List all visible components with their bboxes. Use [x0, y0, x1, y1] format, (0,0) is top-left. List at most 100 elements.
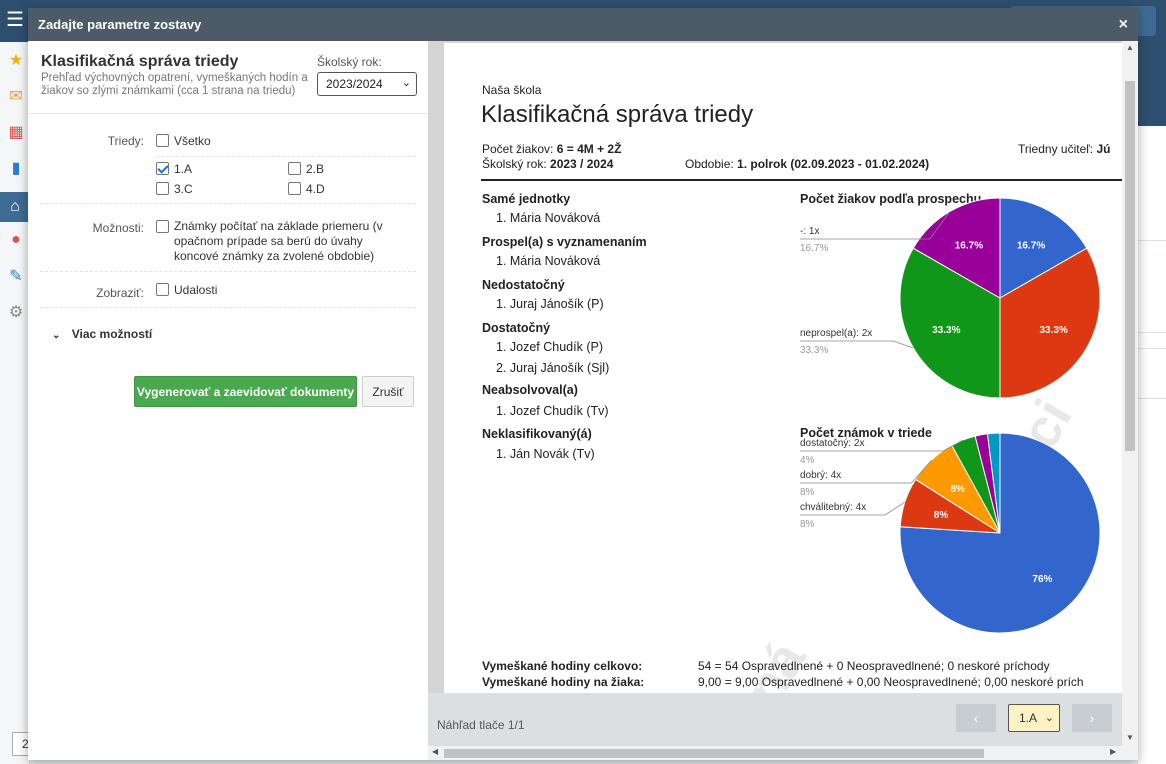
class-label: 3.C: [174, 182, 193, 196]
calendar-icon[interactable]: ▦: [8, 124, 24, 141]
class-label: 2.B: [306, 162, 325, 176]
charts-svg: 16.7% 33.3% 33.3% 16.7% 76% 8% 8%: [800, 197, 1101, 634]
pie-slice-label: 16.7%: [1017, 240, 1045, 251]
slice-legend-label: dostatočný: 2x: [800, 438, 865, 449]
scroll-right-icon[interactable]: ▶: [1110, 747, 1117, 756]
scrollbar-thumb[interactable]: [1125, 81, 1135, 451]
chevron-down-icon: ⌄: [52, 330, 61, 341]
scrollbar-thumb[interactable]: [444, 749, 984, 758]
slice-legend-label: chválitebný: 4x: [800, 502, 867, 513]
school-year-label: Školský rok:: [317, 55, 382, 69]
checkbox-box[interactable]: [156, 220, 169, 233]
checkbox-events[interactable]: Udalosti: [156, 283, 217, 297]
scroll-left-icon[interactable]: ◀: [432, 747, 439, 756]
pie-slice-label: 33.3%: [932, 325, 960, 336]
checkbox-class-3c[interactable]: 3.C: [156, 182, 193, 196]
pie-slice: [999, 247, 1101, 399]
library-icon[interactable]: ⌂: [0, 192, 30, 222]
menu-icon[interactable]: ☰: [6, 9, 24, 31]
display-label: Zobraziť:: [96, 286, 144, 300]
category-heading: Neklasifikovaný(á): [482, 427, 592, 441]
report-description: Prehľad výchovných opatrení, vymeškaných…: [41, 72, 308, 97]
scroll-up-icon[interactable]: ▲: [1126, 43, 1134, 52]
params-panel: Klasifikačná správa triedy Prehľad výcho…: [28, 41, 428, 760]
checkbox-class-4d[interactable]: 4.D: [288, 182, 325, 196]
cancel-button[interactable]: Zrušiť: [362, 376, 414, 407]
student-count: Počet žiakov: 6 = 4M + 2Ž: [482, 142, 622, 156]
preview-title: Klasifikačná správa triedy: [481, 101, 754, 128]
pen-icon[interactable]: ✎: [9, 268, 23, 285]
slice-legend-label: dobrý: 4x: [800, 470, 842, 481]
report-title: Klasifikačná správa triedy: [41, 53, 239, 70]
chart-title: Počet známok v triede: [800, 426, 932, 440]
slice-legend-percent: 8%: [800, 487, 815, 498]
chat-icon[interactable]: ●: [11, 231, 21, 248]
checkbox-box[interactable]: [156, 134, 169, 147]
class-select-value: 1.A: [1019, 711, 1038, 725]
options-label: Možnosti:: [92, 221, 144, 235]
dialog-title: Zadajte parametre zostavy: [38, 17, 202, 32]
category-heading: Prospel(a) s vyznamenaním: [482, 235, 647, 249]
gear-icon[interactable]: ⚙: [8, 304, 24, 321]
classes-label: Triedy:: [107, 134, 144, 148]
pie-slice: [986, 432, 1001, 534]
period: Obdobie: 1. polrok (02.09.2023 - 01.02.2…: [685, 157, 930, 171]
chart-title: Počet žiakov podľa prospechu: [800, 192, 982, 206]
more-options-toggle[interactable]: ⌄ Viac možností: [52, 327, 152, 341]
pie-slice-label: 76%: [1032, 574, 1052, 585]
checkbox-class-2b[interactable]: 2.B: [288, 162, 324, 176]
student-item: 1. Jozef Chudík (P): [496, 340, 603, 354]
pie-slice: [999, 197, 1088, 299]
generate-button[interactable]: Vygenerovať a zaevidovať dokumenty: [134, 376, 357, 407]
category-heading: Dostatočný: [482, 321, 551, 335]
chevron-down-icon: ⌄: [1044, 712, 1054, 724]
checkbox-average-grades[interactable]: Známky počítať na základe priemeru (v op…: [156, 219, 406, 264]
legend-leader-line: [800, 340, 914, 349]
student-item: 1. Jozef Chudík (Tv): [496, 404, 609, 418]
mail-icon[interactable]: ✉: [9, 88, 23, 105]
close-icon[interactable]: ×: [1118, 15, 1128, 33]
prev-page-button[interactable]: ‹: [956, 704, 996, 732]
checkbox-all[interactable]: Všetko: [156, 134, 211, 148]
star-icon[interactable]: ★: [8, 52, 24, 69]
average-grades-label: Známky počítať na základe priemeru (v op…: [174, 219, 383, 263]
next-page-button[interactable]: ›: [1072, 704, 1112, 732]
slice-legend-percent: 16.7%: [800, 243, 829, 254]
category-heading: Neabsolvoval(a): [482, 383, 578, 397]
slice-legend-percent: 33.3%: [800, 345, 829, 356]
more-options-label: Viac možností: [71, 327, 153, 341]
student-item: 1. Mária Nováková: [496, 254, 601, 268]
school-year-value: 2023/2024: [326, 77, 383, 91]
checkbox-box[interactable]: [156, 162, 169, 175]
checkbox-box[interactable]: [156, 182, 169, 195]
slice-legend-label: neprospel(a): 2x: [800, 328, 873, 339]
horizontal-scrollbar[interactable]: ◀ ▶: [428, 746, 1138, 760]
class-label: 4.D: [306, 182, 325, 196]
events-label: Udalosti: [174, 283, 218, 297]
slice-legend-percent: 4%: [800, 455, 815, 466]
report-params-dialog: Zadajte parametre zostavy × Klasifikačná…: [28, 8, 1138, 760]
student-item: 1. Juraj Jánošík (P): [496, 297, 604, 311]
school-year-select[interactable]: 2023/2024 ⌄: [317, 72, 417, 96]
checkbox-class-1a[interactable]: 1.A: [156, 162, 192, 176]
pie-slice-label: 8%: [950, 484, 965, 495]
divider: [481, 179, 1122, 181]
class-select[interactable]: 1.A ⌄: [1008, 704, 1060, 732]
student-item: 1. Mária Nováková: [496, 211, 601, 225]
school-name: Naša škola: [482, 83, 542, 97]
pie-slice-label: 8%: [934, 510, 949, 521]
scroll-down-icon[interactable]: ▼: [1126, 733, 1134, 742]
vertical-scrollbar[interactable]: ▲ ▼: [1122, 41, 1138, 746]
checkbox-box[interactable]: [288, 182, 301, 195]
dialog-header: Zadajte parametre zostavy ×: [28, 8, 1138, 41]
checkbox-box[interactable]: [288, 162, 301, 175]
checkbox-box[interactable]: [156, 283, 169, 296]
student-item: 2. Juraj Jánošík (Sjl): [496, 361, 610, 375]
pie-slice-label: 33.3%: [1039, 325, 1067, 336]
student-item: 1. Ján Novák (Tv): [496, 447, 595, 461]
slice-legend-label: -: 1x: [800, 226, 820, 237]
book-icon[interactable]: ▮: [11, 160, 21, 177]
absence-total: Vymeškané hodiny celkovo: 54 = 54 Osprave…: [482, 659, 1050, 673]
pie-slice-label: 16.7%: [955, 240, 983, 251]
legend-leader-line: [800, 501, 906, 516]
